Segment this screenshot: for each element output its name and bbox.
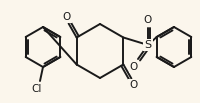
Text: O: O xyxy=(129,62,137,72)
Text: O: O xyxy=(62,12,70,22)
Text: S: S xyxy=(144,40,151,50)
Text: O: O xyxy=(129,81,137,91)
Text: Cl: Cl xyxy=(32,84,42,94)
Text: O: O xyxy=(143,15,151,25)
